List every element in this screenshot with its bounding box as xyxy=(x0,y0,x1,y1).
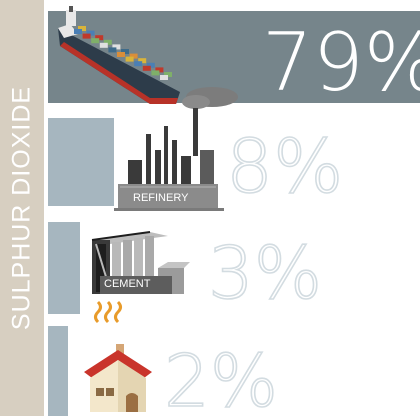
container-block xyxy=(138,58,147,64)
container-block xyxy=(112,44,121,50)
value-label-refinery: 8% xyxy=(226,124,343,210)
cement-icon-label: CEMENT xyxy=(104,278,151,290)
container-block xyxy=(108,47,117,53)
refinery-icon xyxy=(118,87,238,210)
container-block xyxy=(91,38,100,44)
bar-household xyxy=(48,326,68,416)
cargo-ship-icon xyxy=(58,6,180,104)
house-icon xyxy=(84,300,152,412)
container-block xyxy=(82,33,91,39)
container-block xyxy=(86,30,95,36)
refinery-base xyxy=(114,208,224,211)
container-block xyxy=(160,75,168,80)
container-block xyxy=(121,49,129,54)
container-block xyxy=(99,42,108,48)
container-block xyxy=(164,72,172,77)
container-block xyxy=(125,56,134,62)
cement-plant-icon xyxy=(91,231,190,294)
container-block xyxy=(103,39,112,45)
value-label-shipping: 79% xyxy=(262,16,420,109)
refinery-icon-label: REFINERY xyxy=(133,192,189,204)
container-block xyxy=(74,29,82,34)
container-block xyxy=(146,62,155,68)
container-block xyxy=(151,70,160,76)
bar-refinery xyxy=(48,118,114,206)
side-label-band xyxy=(0,0,44,416)
bar-cement xyxy=(48,222,80,314)
container-block xyxy=(142,65,151,71)
container-block xyxy=(134,61,143,67)
value-label-cement: 3% xyxy=(208,231,322,315)
container-block xyxy=(117,52,125,57)
container-block xyxy=(78,26,86,31)
value-label-household: 2% xyxy=(164,339,278,416)
container-block xyxy=(95,35,104,41)
container-block xyxy=(155,67,164,73)
container-block xyxy=(129,53,138,59)
